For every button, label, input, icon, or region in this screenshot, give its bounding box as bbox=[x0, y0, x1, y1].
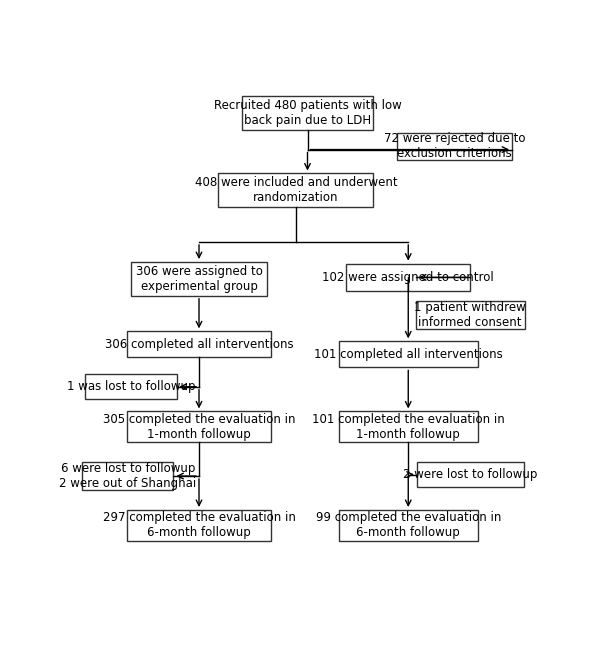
Bar bbox=[82, 462, 173, 490]
Bar bbox=[131, 262, 267, 296]
Bar bbox=[85, 375, 176, 399]
Text: 408 were included and underwent
randomization: 408 were included and underwent randomiz… bbox=[194, 176, 397, 205]
Text: 1 was lost to followup: 1 was lost to followup bbox=[67, 380, 195, 393]
Text: 99 completed the evaluation in
6-month followup: 99 completed the evaluation in 6-month f… bbox=[316, 511, 501, 539]
Text: 6 were lost to followup
2 were out of Shanghai: 6 were lost to followup 2 were out of Sh… bbox=[59, 462, 196, 490]
Text: Recruited 480 patients with low
back pain due to LDH: Recruited 480 patients with low back pai… bbox=[214, 99, 401, 127]
Bar bbox=[338, 411, 478, 442]
Bar bbox=[338, 341, 478, 367]
Bar bbox=[416, 301, 524, 329]
Bar bbox=[242, 96, 373, 131]
Text: 2 were lost to followup: 2 were lost to followup bbox=[403, 468, 538, 481]
Bar bbox=[397, 133, 512, 160]
Bar bbox=[218, 173, 373, 207]
Text: 72 were rejected due to
exclusion criterions: 72 were rejected due to exclusion criter… bbox=[384, 133, 526, 161]
Text: 305 completed the evaluation in
1-month followup: 305 completed the evaluation in 1-month … bbox=[103, 413, 295, 441]
Text: 101 completed the evaluation in
1-month followup: 101 completed the evaluation in 1-month … bbox=[312, 413, 505, 441]
Bar bbox=[338, 510, 478, 541]
Bar bbox=[127, 331, 271, 358]
Text: 306 were assigned to
experimental group: 306 were assigned to experimental group bbox=[136, 265, 262, 293]
Text: 297 completed the evaluation in
6-month followup: 297 completed the evaluation in 6-month … bbox=[103, 511, 295, 539]
Bar bbox=[417, 462, 524, 487]
Bar bbox=[346, 264, 470, 291]
Text: 306 completed all interventions: 306 completed all interventions bbox=[104, 338, 293, 351]
Bar bbox=[127, 411, 271, 442]
Text: 101 completed all interventions: 101 completed all interventions bbox=[314, 348, 503, 361]
Text: 1 patient withdrew
informed consent: 1 patient withdrew informed consent bbox=[415, 301, 526, 329]
Text: 102 were assigned to control: 102 were assigned to control bbox=[322, 271, 494, 284]
Bar bbox=[127, 510, 271, 541]
